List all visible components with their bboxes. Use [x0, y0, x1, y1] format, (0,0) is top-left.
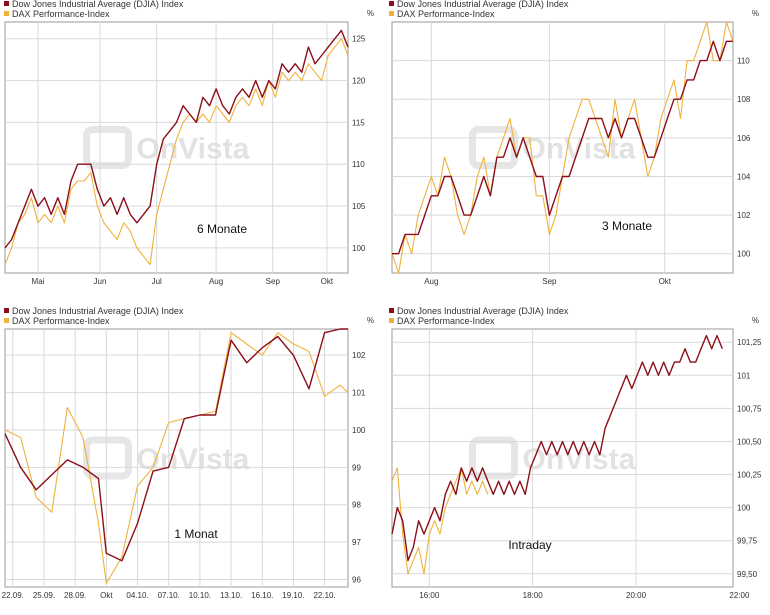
plot-frame — [4, 328, 349, 588]
series-line-dax — [391, 467, 489, 575]
unit-label: % — [367, 316, 374, 325]
x-tick-label: Okt — [321, 277, 334, 286]
x-tick-label: 28.09. — [64, 591, 86, 600]
legend-label-dow: Dow Jones Industrial Average (DJIA) Inde… — [397, 307, 569, 316]
y-tick-label: 102 — [352, 351, 366, 360]
y-tick-label: 106 — [737, 134, 751, 143]
y-tick-label: 99,50 — [737, 570, 758, 579]
y-tick-label: 100 — [737, 504, 751, 513]
x-tick-label: Mai — [32, 277, 45, 286]
legend-swatch-dow — [389, 1, 394, 6]
unit-label: % — [752, 9, 759, 18]
legend-label-dax: DAX Performance-Index — [12, 9, 110, 19]
legend-swatch-dow — [389, 308, 394, 313]
legend-swatch-dax — [389, 11, 394, 16]
x-tick-label: 04.10. — [126, 591, 148, 600]
x-tick-label: 19.10. — [282, 591, 304, 600]
x-tick-label: Sep — [542, 277, 557, 286]
x-tick-label: Okt — [100, 591, 113, 600]
y-tick-label: 120 — [352, 77, 366, 86]
chart-intraday: Dow Jones Industrial Average (DJIA) Inde… — [389, 307, 762, 600]
series-line-dow — [4, 29, 349, 249]
y-tick-label: 100,50 — [737, 437, 762, 446]
x-tick-label: 10.10. — [189, 591, 211, 600]
y-tick-label: 98 — [352, 501, 361, 510]
y-tick-label: 105 — [352, 202, 366, 211]
legend-swatch-dax — [4, 11, 9, 16]
chart-3-monate: Dow Jones Industrial Average (DJIA) Inde… — [389, 0, 759, 286]
y-tick-label: 101,25 — [737, 338, 762, 347]
x-tick-label: Aug — [209, 277, 223, 286]
chart-6-monate: Dow Jones Industrial Average (DJIA) Inde… — [4, 0, 374, 286]
y-tick-label: 102 — [737, 211, 751, 220]
x-tick-label: 25.09. — [33, 591, 55, 600]
series-line-dow — [4, 328, 348, 562]
legend-label-dow: Dow Jones Industrial Average (DJIA) Inde… — [12, 307, 184, 316]
chart-panel-intraday: Dow Jones Industrial Average (DJIA) Inde… — [385, 307, 770, 614]
y-tick-label: 99 — [352, 463, 361, 472]
series-line-dax — [4, 332, 349, 584]
y-tick-label: 101 — [737, 371, 751, 380]
y-tick-label: 100 — [352, 426, 366, 435]
x-tick-label: Jul — [152, 277, 162, 286]
legend-swatch-dow — [4, 308, 9, 313]
legend-swatch-dax — [389, 318, 394, 323]
x-tick-label: 18:00 — [523, 591, 544, 600]
x-tick-label: 13.10. — [220, 591, 242, 600]
legend-label-dow: Dow Jones Industrial Average (DJIA) Inde… — [397, 0, 569, 9]
watermark-logo-icon — [83, 126, 132, 169]
x-tick-label: 22:00 — [729, 591, 750, 600]
plot-frame — [391, 328, 734, 588]
chart-1-monat: Dow Jones Industrial Average (DJIA) Inde… — [2, 307, 374, 600]
period-label: 1 Monat — [174, 527, 218, 541]
y-tick-label: 110 — [352, 160, 365, 169]
y-tick-label: 100 — [737, 250, 751, 259]
x-tick-label: Okt — [659, 277, 672, 286]
period-label: 3 Monate — [602, 219, 652, 233]
series-line-dow — [392, 40, 733, 255]
y-tick-label: 101 — [352, 389, 366, 398]
x-tick-label: Sep — [266, 277, 281, 286]
watermark-logo-icon — [469, 436, 518, 480]
x-tick-label: 16.10. — [251, 591, 273, 600]
period-label: 6 Monate — [197, 222, 247, 236]
x-tick-label: 22.09. — [2, 591, 24, 600]
unit-label: % — [752, 316, 759, 325]
legend-swatch-dow — [4, 1, 9, 6]
chart-panel-1-monat: Dow Jones Industrial Average (DJIA) Inde… — [0, 307, 385, 614]
y-tick-label: 100 — [352, 244, 366, 253]
y-tick-label: 100,75 — [737, 404, 762, 413]
legend-label-dax: DAX Performance-Index — [397, 9, 495, 19]
legend-label-dax: DAX Performance-Index — [12, 316, 110, 326]
legend-label-dax: DAX Performance-Index — [397, 316, 495, 326]
period-label: Intraday — [508, 538, 551, 552]
y-tick-label: 125 — [352, 35, 366, 44]
chart-panel-6-monate: Dow Jones Industrial Average (DJIA) Inde… — [0, 0, 385, 307]
watermark-text: OnVista — [523, 443, 636, 476]
series-line-dax — [4, 38, 349, 266]
x-tick-label: 20:00 — [626, 591, 647, 600]
y-tick-label: 108 — [737, 95, 751, 104]
y-tick-label: 104 — [737, 172, 751, 181]
unit-label: % — [367, 9, 374, 18]
y-tick-label: 110 — [737, 57, 750, 66]
series-line-dow — [391, 334, 723, 562]
legend-swatch-dax — [4, 318, 9, 323]
y-tick-label: 115 — [352, 118, 365, 127]
y-tick-label: 96 — [352, 576, 361, 585]
legend-label-dow: Dow Jones Industrial Average (DJIA) Inde… — [12, 0, 184, 9]
y-tick-label: 99,75 — [737, 537, 758, 546]
plot-frame — [391, 21, 734, 274]
x-tick-label: Jun — [94, 277, 107, 286]
x-tick-label: 22.10. — [313, 591, 335, 600]
x-tick-label: Aug — [424, 277, 438, 286]
watermark-text: OnVista — [137, 133, 250, 166]
x-tick-label: 07.10. — [158, 591, 180, 600]
y-tick-label: 97 — [352, 538, 361, 547]
y-tick-label: 100,25 — [737, 471, 762, 480]
chart-panel-3-monate: Dow Jones Industrial Average (DJIA) Inde… — [385, 0, 770, 307]
plot-frame — [4, 21, 349, 274]
x-tick-label: 16:00 — [419, 591, 440, 600]
